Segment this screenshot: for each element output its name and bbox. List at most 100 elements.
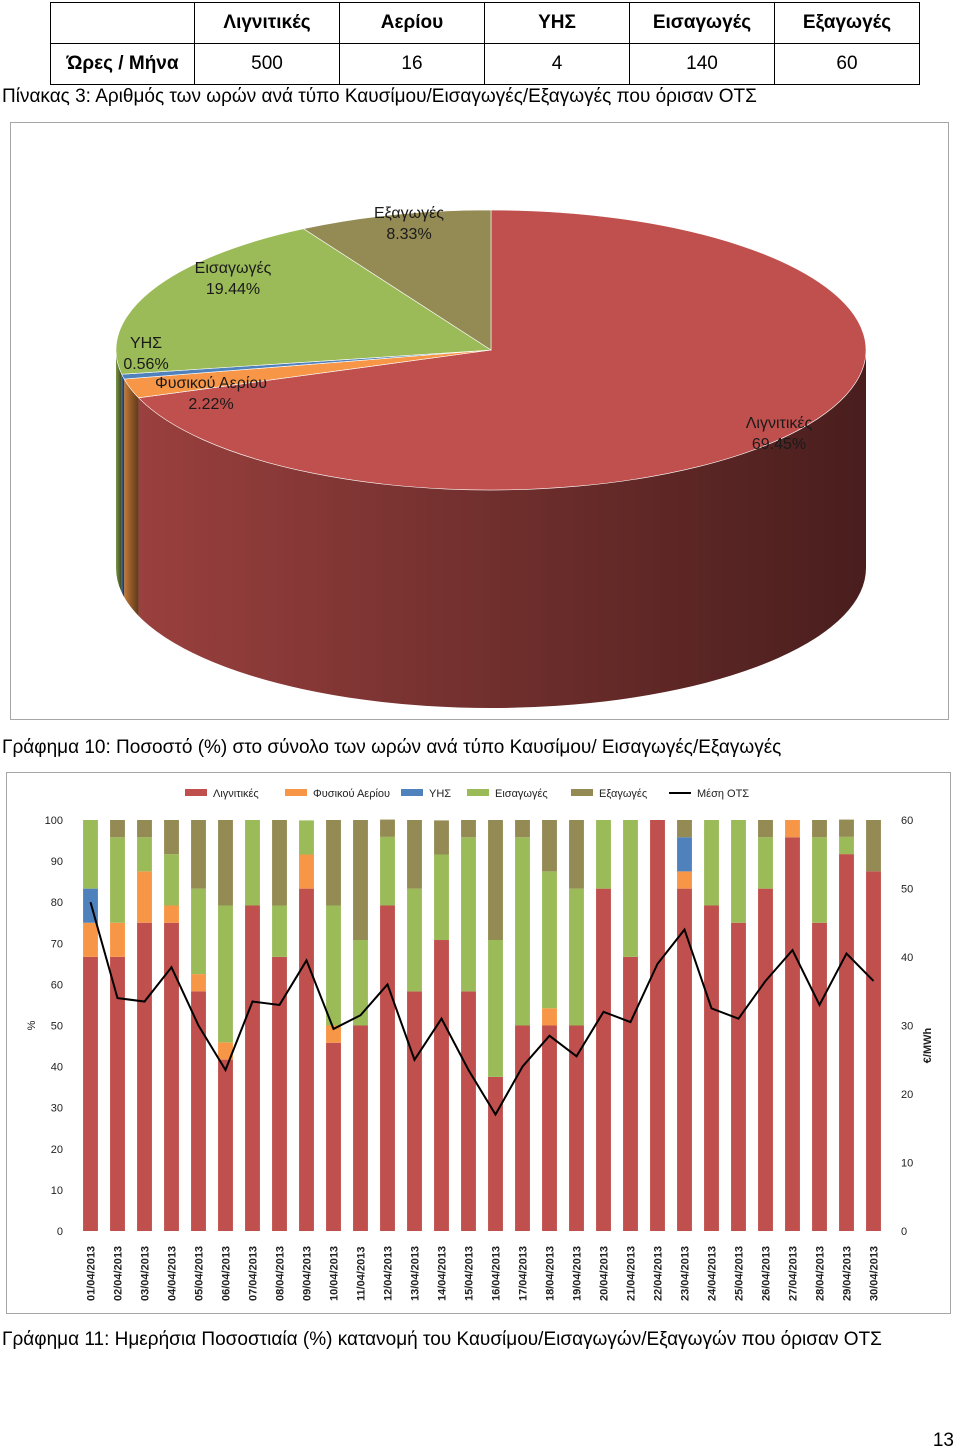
bar-segment xyxy=(407,991,422,1231)
bar-segment xyxy=(326,905,341,1026)
bar-segment xyxy=(515,837,530,1026)
bar-segment xyxy=(731,820,746,923)
x-tick-label: 29/04/2013 xyxy=(842,1246,854,1301)
bar-segment xyxy=(839,819,854,837)
bar-segment xyxy=(542,871,557,1009)
bar-segment xyxy=(353,820,368,941)
bar-segment xyxy=(380,905,395,1231)
bar-segment xyxy=(812,922,827,1231)
table-cell: 16 xyxy=(339,43,485,85)
bar-segment xyxy=(542,1008,557,1026)
x-tick-label: 15/04/2013 xyxy=(464,1246,476,1301)
table-cell: 140 xyxy=(629,43,775,85)
bar-segment xyxy=(677,871,692,889)
page-number: 13 xyxy=(932,1430,954,1451)
bar-segment xyxy=(380,836,395,906)
hours-table: Λιγνιτικές Αερίου ΥΗΣ Εισαγωγές Εξαγωγές… xyxy=(50,2,920,85)
bar-segment xyxy=(488,820,503,941)
x-tick-label: 04/04/2013 xyxy=(167,1246,179,1301)
x-tick-label: 12/04/2013 xyxy=(383,1246,395,1301)
bar-segment xyxy=(434,820,449,855)
bar-segment xyxy=(137,837,152,872)
y-tick-label: 20 xyxy=(51,1144,63,1156)
bar-segment xyxy=(137,871,152,923)
bar-segment xyxy=(515,820,530,838)
bar-segment xyxy=(569,820,584,889)
bar-segment xyxy=(839,854,854,1231)
pie-slice-label: ΥΗΣ xyxy=(130,335,162,352)
y2-tick-label: 30 xyxy=(901,1021,913,1033)
bar-segment xyxy=(353,1025,368,1231)
bar-segment xyxy=(299,888,314,1231)
bar-segment xyxy=(515,1025,530,1231)
legend-label: Εισαγωγές xyxy=(495,788,548,800)
bar-segment xyxy=(380,819,395,837)
table-header-cell: Λιγνιτικές xyxy=(194,2,340,44)
table-corner-cell xyxy=(50,2,195,44)
bar-segment xyxy=(407,820,422,889)
bar-chart-frame: 0 10 20 30 40 50 60 70 80 90 100 0 10 20 30 40 50 60% €/MW… xyxy=(6,772,951,1314)
y-axis-label: % xyxy=(26,1020,38,1030)
x-tick-label: 08/04/2013 xyxy=(275,1246,287,1301)
bar-segment xyxy=(569,1025,584,1231)
bar-chart: 0 10 20 30 40 50 60 70 80 90 100 0 10 20 30 40 50 60% €/MW… xyxy=(26,788,934,1301)
bar-segment xyxy=(785,820,800,838)
legend-swatch xyxy=(401,789,423,796)
bar-segment xyxy=(434,940,449,1231)
pie-slice-label: Λιγνιτικές xyxy=(746,415,813,432)
x-tick-label: 07/04/2013 xyxy=(248,1246,260,1301)
bar-segment xyxy=(272,820,287,906)
legend-label: ΥΗΣ xyxy=(429,788,451,800)
pie-slice-label: Εισαγωγές xyxy=(195,260,272,277)
bar-segment xyxy=(299,854,314,889)
x-tick-label: 05/04/2013 xyxy=(194,1246,206,1301)
pie-caption: Γράφημα 10: Ποσοστό (%) στο σύνολο των ω… xyxy=(2,737,782,758)
x-tick-label: 28/04/2013 xyxy=(815,1246,827,1301)
pie-slice-side xyxy=(121,374,125,598)
x-tick-label: 23/04/2013 xyxy=(680,1246,692,1301)
bar-segment xyxy=(110,820,125,838)
bar-segment xyxy=(758,837,773,889)
bar-segment xyxy=(866,820,881,872)
bar-segment xyxy=(137,820,152,838)
x-tick-label: 19/04/2013 xyxy=(572,1246,584,1301)
pie-slice-percent: 69.45% xyxy=(752,436,806,453)
legend-label: Μέση ΟΤΣ xyxy=(697,788,749,800)
x-tick-label: 06/04/2013 xyxy=(221,1246,233,1301)
bar-segment xyxy=(83,956,98,1231)
x-tick-label: 25/04/2013 xyxy=(734,1246,746,1301)
x-tick-label: 13/04/2013 xyxy=(410,1246,422,1301)
bar-segment xyxy=(677,837,692,872)
pie-slice xyxy=(302,209,492,351)
bar-segment xyxy=(326,1025,341,1043)
y-tick-label: 100 xyxy=(45,815,63,827)
pie-slice-side xyxy=(116,350,122,593)
bar-segment xyxy=(758,888,773,1231)
bar-segment xyxy=(839,836,854,855)
table-cell: 500 xyxy=(194,43,340,85)
pie-slice xyxy=(137,209,867,491)
bar-segment xyxy=(677,888,692,1231)
bar-segment xyxy=(650,820,665,1231)
y-tick-label: 0 xyxy=(57,1226,63,1238)
x-tick-label: 17/04/2013 xyxy=(518,1246,530,1301)
y2-tick-label: 10 xyxy=(901,1158,913,1170)
x-tick-label: 03/04/2013 xyxy=(140,1246,152,1301)
table-cell: 60 xyxy=(774,43,920,85)
y-tick-label: 90 xyxy=(51,856,63,868)
x-tick-label: 20/04/2013 xyxy=(599,1246,611,1301)
pie-slice-percent: 0.56% xyxy=(123,356,168,373)
bar-segment xyxy=(866,871,881,1231)
bar-segment xyxy=(164,854,179,906)
bar-segment xyxy=(812,820,827,838)
bar-segment xyxy=(326,820,341,906)
bar-segment xyxy=(272,905,287,957)
bar-segment xyxy=(731,922,746,1231)
table-cell: 4 xyxy=(484,43,630,85)
pie-chart: Λιγνιτικές 69.45% Φυσικού Αερίου 2.22% ΥΗΣ 0.… xyxy=(115,205,867,708)
pie-slice xyxy=(115,228,492,375)
legend-swatch xyxy=(571,789,593,796)
bar-segment xyxy=(110,837,125,923)
bar-segment xyxy=(299,820,314,855)
bar-segment xyxy=(164,922,179,1231)
